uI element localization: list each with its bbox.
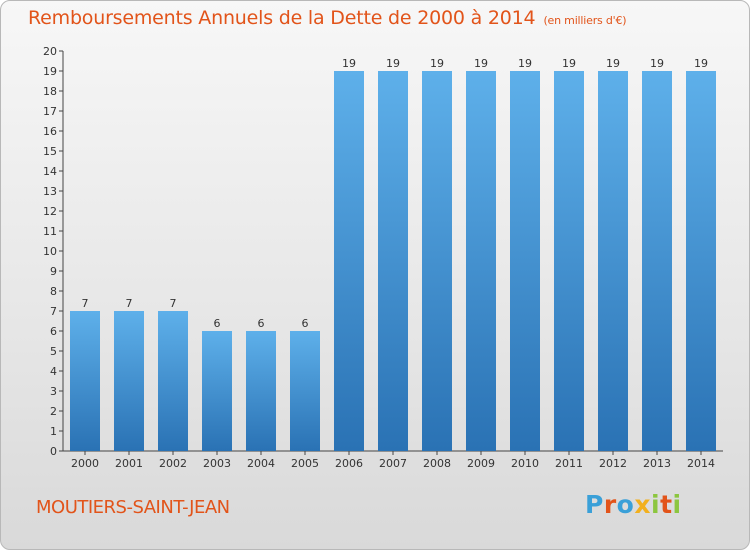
logo-letter: o <box>616 490 635 519</box>
bar <box>114 311 144 451</box>
logo-letter: x <box>634 490 651 519</box>
y-tick-label: 17 <box>43 105 57 118</box>
data-label: 19 <box>386 57 400 70</box>
x-tick-label: 2008 <box>423 457 451 470</box>
y-tick-label: 5 <box>50 345 57 358</box>
x-tick-label: 2014 <box>687 457 715 470</box>
bar <box>686 71 716 451</box>
y-tick-label: 8 <box>50 285 57 298</box>
data-label: 19 <box>606 57 620 70</box>
bar <box>378 71 408 451</box>
y-tick-label: 1 <box>50 425 57 438</box>
logo-letter: i <box>651 490 661 519</box>
bar <box>334 71 364 451</box>
data-label: 19 <box>562 57 576 70</box>
y-tick-label: 12 <box>43 205 57 218</box>
x-tick-label: 2002 <box>159 457 187 470</box>
title-unit: (en milliers d'€) <box>543 14 627 27</box>
bar <box>290 331 320 451</box>
chart-title: Remboursements Annuels de la Dette de 20… <box>28 7 627 29</box>
data-label: 19 <box>694 57 708 70</box>
x-tick-label: 2001 <box>115 457 143 470</box>
x-tick-label: 2003 <box>203 457 231 470</box>
y-tick-label: 10 <box>43 245 57 258</box>
y-tick-label: 3 <box>50 385 57 398</box>
bar <box>510 71 540 451</box>
y-tick-label: 6 <box>50 325 57 338</box>
place-name: MOUTIERS-SAINT-JEAN <box>36 497 230 518</box>
bar <box>466 71 496 451</box>
y-tick-label: 15 <box>43 145 57 158</box>
y-tick-label: 14 <box>43 165 57 178</box>
x-tick-label: 2004 <box>247 457 275 470</box>
data-label: 7 <box>82 297 89 310</box>
y-tick-label: 13 <box>43 185 57 198</box>
y-tick-label: 18 <box>43 85 57 98</box>
bar <box>246 331 276 451</box>
logo-letter: t <box>660 490 673 519</box>
x-tick-label: 2012 <box>599 457 627 470</box>
x-tick-label: 2000 <box>71 457 99 470</box>
bar <box>554 71 584 451</box>
x-tick-label: 2007 <box>379 457 407 470</box>
y-tick-label: 9 <box>50 265 57 278</box>
x-tick-label: 2010 <box>511 457 539 470</box>
data-label: 19 <box>474 57 488 70</box>
y-tick-label: 2 <box>50 405 57 418</box>
logo-letter: r <box>603 490 617 519</box>
y-tick-label: 11 <box>43 225 57 238</box>
proxiti-logo: Proxiti <box>585 490 682 519</box>
bar <box>158 311 188 451</box>
x-tick-label: 2005 <box>291 457 319 470</box>
title-text: Remboursements Annuels de la Dette de 20… <box>28 7 536 29</box>
logo-letter: P <box>585 490 604 519</box>
y-tick-label: 20 <box>43 45 57 58</box>
data-label: 7 <box>170 297 177 310</box>
data-label: 6 <box>302 317 309 330</box>
y-tick-label: 19 <box>43 65 57 78</box>
bar <box>70 311 100 451</box>
x-tick-label: 2011 <box>555 457 583 470</box>
y-tick-label: 7 <box>50 305 57 318</box>
data-label: 19 <box>342 57 356 70</box>
bar <box>598 71 628 451</box>
y-tick-label: 0 <box>50 445 57 458</box>
data-label: 7 <box>126 297 133 310</box>
x-tick-label: 2006 <box>335 457 363 470</box>
x-tick-label: 2009 <box>467 457 495 470</box>
data-label: 6 <box>258 317 265 330</box>
data-label: 19 <box>430 57 444 70</box>
x-tick-label: 2013 <box>643 457 671 470</box>
y-tick-label: 4 <box>50 365 57 378</box>
bar <box>422 71 452 451</box>
logo-letter: i <box>672 490 682 519</box>
bar <box>642 71 672 451</box>
data-label: 19 <box>650 57 664 70</box>
data-label: 19 <box>518 57 532 70</box>
y-tick-label: 16 <box>43 125 57 138</box>
bar <box>202 331 232 451</box>
data-label: 6 <box>214 317 221 330</box>
